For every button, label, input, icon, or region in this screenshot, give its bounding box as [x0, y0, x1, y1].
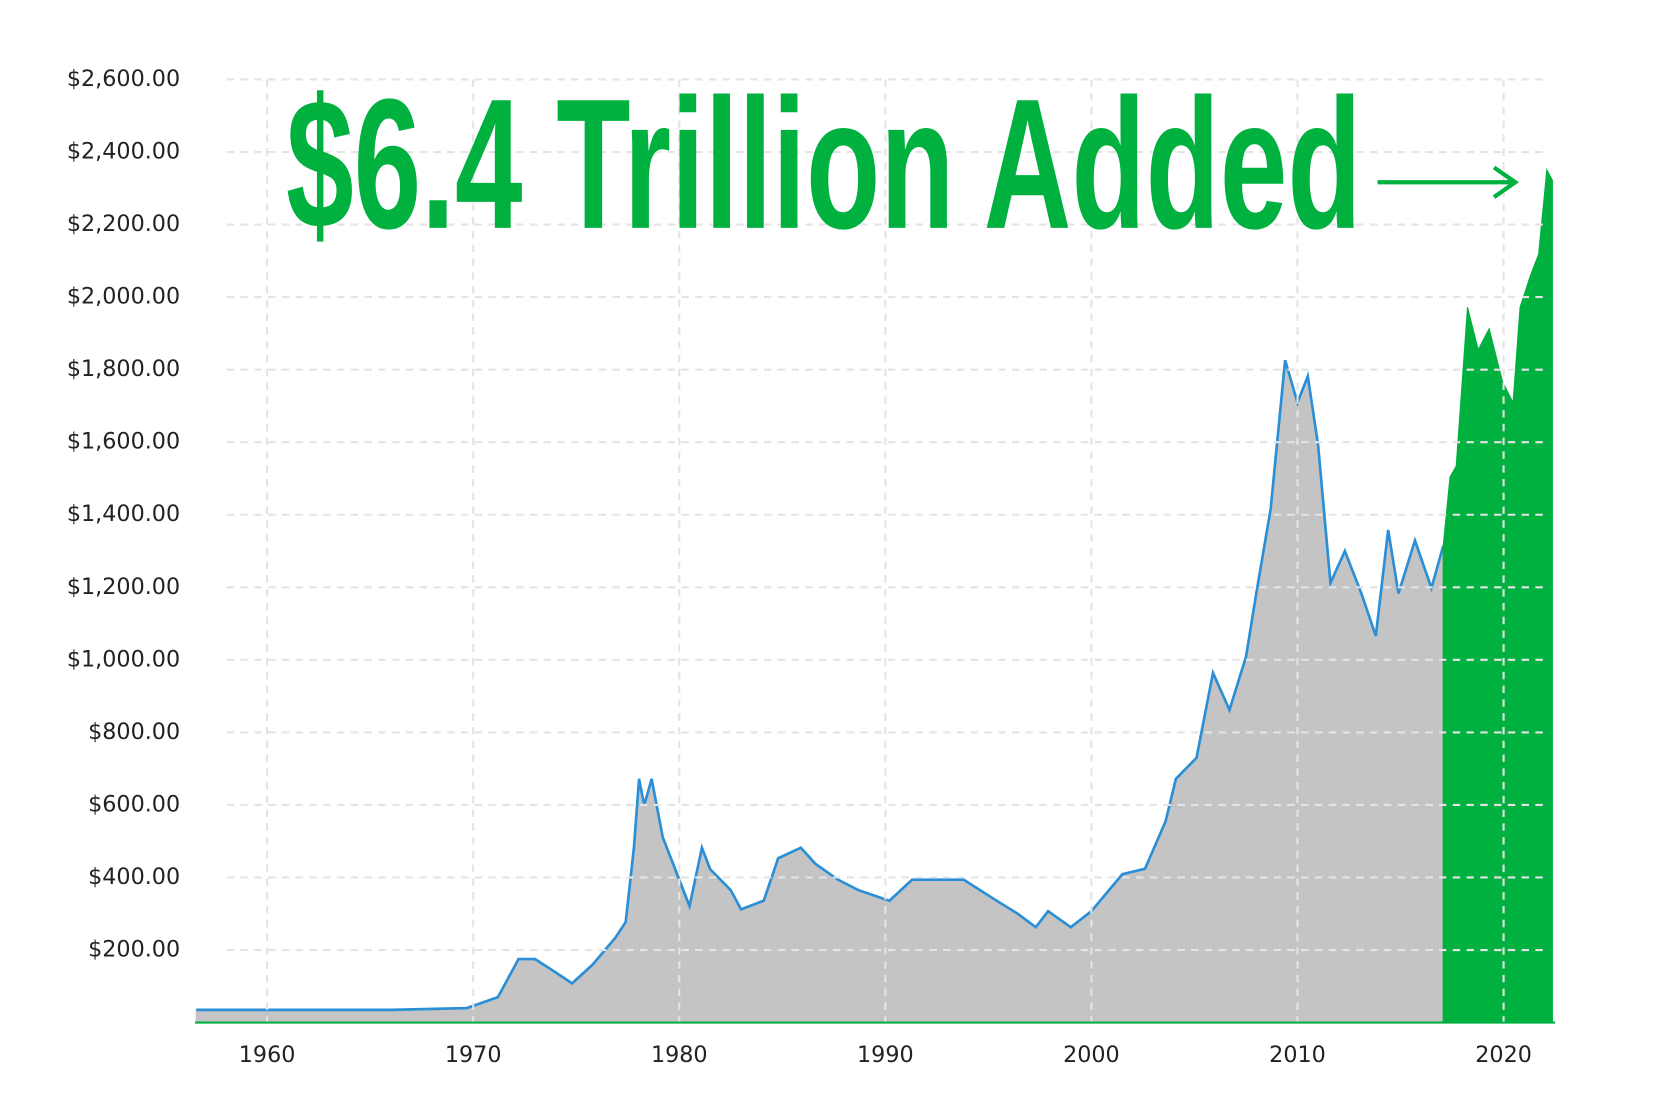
y-tick-label: $2,200.00	[67, 211, 180, 237]
y-tick-label: $1,400.00	[67, 501, 180, 527]
x-tick-label: 1970	[445, 1042, 502, 1068]
plot-area	[194, 78, 1556, 1024]
y-tick-label: $800.00	[88, 719, 180, 745]
annotation-arrow	[1377, 165, 1519, 199]
x-tick-label: 1980	[651, 1042, 708, 1068]
line	[196, 359, 1445, 1012]
x-tick-label: 2020	[1475, 1042, 1532, 1068]
area	[195, 360, 1444, 1024]
y-tick-label: $400.00	[88, 864, 180, 890]
y-tick-label: $2,400.00	[67, 139, 180, 165]
y-tick-label: $1,600.00	[67, 429, 180, 455]
x-tick-label: 1990	[857, 1042, 914, 1068]
y-tick-label: $600.00	[88, 791, 180, 817]
y-tick-label: $2,000.00	[67, 284, 180, 310]
annotation: $6.4 Trillion Added	[286, 61, 1362, 268]
y-tick-label: $1,800.00	[67, 356, 180, 382]
x-tick-label: 1960	[239, 1042, 296, 1068]
x-tick-label: 2010	[1269, 1042, 1326, 1068]
area	[1442, 167, 1553, 1024]
x-tick-label: 2000	[1063, 1042, 1120, 1068]
y-tick-label: $2,600.00	[67, 66, 180, 92]
y-tick-label: $200.00	[88, 937, 180, 963]
y-tick-label: $1,200.00	[67, 574, 180, 600]
arrow-head	[1492, 165, 1519, 199]
y-tick-label: $1,000.00	[67, 646, 180, 672]
